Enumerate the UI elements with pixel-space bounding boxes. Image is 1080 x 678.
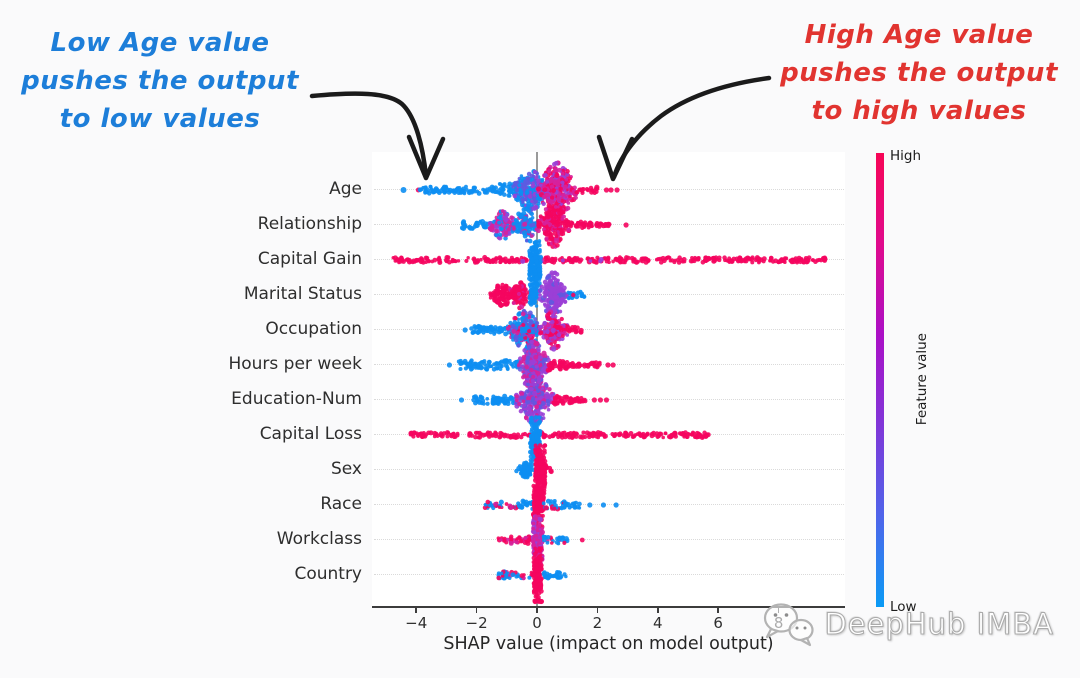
feature-label: Hours per week [228, 354, 362, 374]
colorbar-title: Feature value [914, 333, 930, 426]
feature-label: Sex [330, 459, 362, 479]
x-axis-title: SHAP value (impact on model output) [443, 634, 774, 654]
annotation-high-age: High Age value pushes the output to high v… [768, 16, 1070, 130]
wechat-icon [764, 603, 815, 647]
tick-mark [596, 607, 599, 613]
feature-label: Capital Gain [257, 249, 362, 269]
tick-label: 4 [653, 614, 663, 632]
feature-label: Workclass [276, 529, 362, 549]
tick-label: −2 [465, 614, 488, 632]
feature-label: Age [329, 179, 362, 199]
tick-mark [717, 607, 719, 613]
colorbar-low-label: Low [890, 599, 917, 615]
annotation-low-age: Low Age value pushes the output to low val… [14, 24, 306, 138]
tick-label: 2 [592, 614, 603, 632]
tick-label: 6 [713, 614, 723, 632]
annotation-line: Low Age value [50, 28, 270, 58]
annotation-line: to low values [59, 104, 261, 134]
colorbar [876, 153, 884, 607]
annotation-line: pushes the output [780, 58, 1058, 88]
watermark: DeepHub IMBA [760, 600, 1054, 648]
feature-label: Marital Status [243, 284, 362, 304]
feature-label: Occupation [265, 319, 362, 339]
annotation-line: High Age value [804, 20, 1034, 50]
tick-label: 0 [532, 614, 542, 632]
annotation-line: to high values [811, 96, 1027, 126]
tick-mark [536, 607, 538, 613]
tick-mark [475, 607, 478, 613]
tick-label: −4 [405, 614, 428, 632]
tick-mark [657, 607, 659, 613]
feature-label: Country [294, 564, 362, 584]
feature-label: Relationship [257, 214, 362, 234]
feature-label: Race [320, 494, 362, 514]
colorbar-high-label: High [890, 148, 922, 164]
tick-mark [415, 607, 417, 613]
annotation-line: pushes the output [21, 66, 299, 96]
feature-label: Education-Num [231, 389, 362, 409]
feature-label: Capital Loss [259, 424, 362, 444]
watermark-text: DeepHub IMBA [824, 607, 1054, 642]
